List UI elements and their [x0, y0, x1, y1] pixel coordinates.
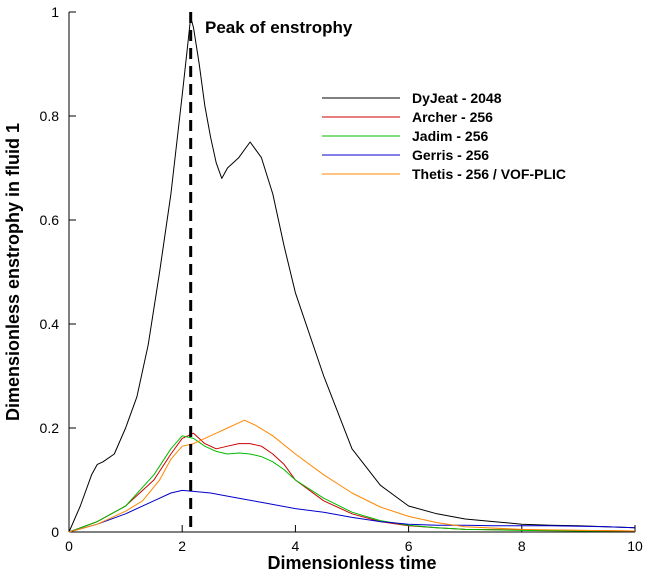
y-ticks: 0 0.2 0.4 0.6 0.8 1 [40, 4, 76, 540]
x-tick-label: 10 [627, 538, 643, 554]
x-tick-label: 0 [65, 538, 73, 554]
x-tick-label: 2 [178, 538, 186, 554]
series-layer [68, 16, 636, 533]
series-line-jadim [68, 435, 635, 533]
legend-label-archer: Archer - 256 [412, 109, 493, 125]
x-tick-label: 8 [518, 538, 526, 554]
series-line-thetis [68, 419, 636, 533]
y-tick-label: 0 [51, 524, 59, 540]
y-axis-title: Dimensionless enstrophy in fluid 1 [3, 123, 23, 421]
legend: DyJeat - 2048 Archer - 256 Jadim - 256 Gerr… [322, 90, 566, 182]
legend-label-thetis: Thetis - 256 / VOF-PLIC [412, 166, 566, 182]
x-ticks: 0 2 4 6 8 10 [65, 525, 643, 554]
annotation-layer: Peak of enstrophy [189, 12, 353, 532]
y-tick-label: 0.6 [40, 212, 60, 228]
legend-label-gerris: Gerris - 256 [412, 147, 489, 163]
y-tick-label: 0.8 [40, 108, 60, 124]
x-tick-label: 6 [405, 538, 413, 554]
y-tick-label: 1 [51, 4, 59, 20]
x-axis-title: Dimensionless time [267, 553, 436, 573]
legend-label-dyjeat: DyJeat - 2048 [412, 90, 502, 106]
series-line-dyjeat [68, 16, 636, 533]
peak-annotation: Peak of enstrophy [205, 18, 353, 37]
plot-frame [68, 12, 635, 533]
y-tick-label: 0.2 [40, 420, 60, 436]
x-tick-label: 4 [292, 538, 300, 554]
y-tick-label: 0.4 [40, 316, 60, 332]
legend-label-jadim: Jadim - 256 [412, 128, 488, 144]
series-line-gerris [68, 489, 636, 533]
